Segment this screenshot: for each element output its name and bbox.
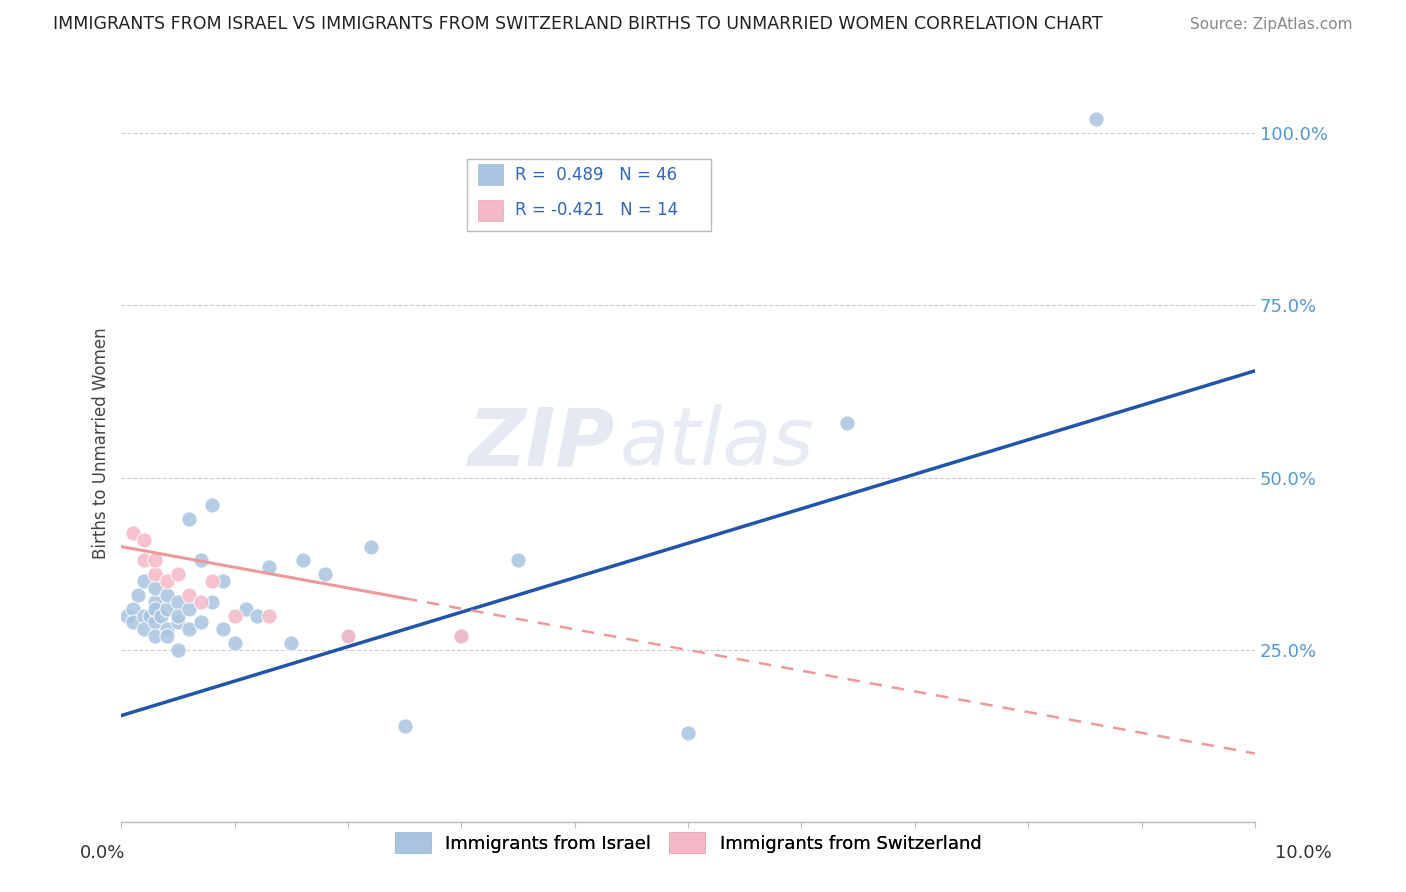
Point — [201, 574, 224, 588]
Point — [224, 608, 246, 623]
Point — [115, 608, 138, 623]
Point — [167, 643, 190, 657]
Point — [132, 553, 155, 567]
Point — [156, 601, 179, 615]
Point — [121, 615, 143, 630]
Point — [132, 623, 155, 637]
Point — [360, 540, 382, 554]
Point — [280, 636, 302, 650]
Point — [212, 574, 235, 588]
Point — [167, 595, 190, 609]
Text: 10.0%: 10.0% — [1275, 844, 1331, 862]
Point — [127, 588, 149, 602]
Text: IMMIGRANTS FROM ISRAEL VS IMMIGRANTS FROM SWITZERLAND BIRTHS TO UNMARRIED WOMEN : IMMIGRANTS FROM ISRAEL VS IMMIGRANTS FRO… — [53, 14, 1104, 32]
Point — [291, 553, 314, 567]
Point — [190, 595, 212, 609]
Point — [246, 608, 269, 623]
Point — [139, 608, 162, 623]
Text: 0.0%: 0.0% — [80, 844, 125, 862]
Point — [156, 588, 179, 602]
Point — [450, 629, 472, 643]
Point — [121, 525, 143, 540]
Point — [145, 567, 167, 582]
Point — [145, 595, 167, 609]
Point — [257, 560, 280, 574]
Point — [201, 498, 224, 512]
Point — [132, 608, 155, 623]
Point — [394, 719, 416, 733]
Point — [337, 629, 360, 643]
Point — [179, 512, 201, 526]
Point — [167, 615, 190, 630]
Point — [121, 601, 143, 615]
FancyBboxPatch shape — [467, 159, 711, 231]
Point — [190, 615, 212, 630]
Point — [150, 608, 173, 623]
Legend: Immigrants from Israel, Immigrants from Switzerland: Immigrants from Israel, Immigrants from … — [388, 825, 988, 861]
Point — [145, 581, 167, 595]
FancyBboxPatch shape — [478, 200, 503, 221]
Point — [224, 636, 246, 650]
Point — [145, 615, 167, 630]
Text: ZIP: ZIP — [467, 404, 614, 483]
Point — [167, 567, 190, 582]
Point — [257, 608, 280, 623]
Point — [450, 629, 472, 643]
Point — [132, 533, 155, 547]
Point — [145, 553, 167, 567]
Text: Source: ZipAtlas.com: Source: ZipAtlas.com — [1189, 17, 1353, 31]
Text: atlas: atlas — [620, 404, 815, 483]
Point — [190, 553, 212, 567]
Point — [508, 553, 530, 567]
Point — [156, 629, 179, 643]
Point — [179, 623, 201, 637]
Point — [132, 574, 155, 588]
FancyBboxPatch shape — [478, 164, 503, 186]
Y-axis label: Births to Unmarried Women: Births to Unmarried Women — [93, 327, 110, 559]
Point — [314, 567, 336, 582]
Point — [179, 588, 201, 602]
Point — [145, 601, 167, 615]
Point — [676, 725, 699, 739]
Point — [235, 601, 257, 615]
Point — [835, 416, 858, 430]
Point — [337, 629, 360, 643]
Point — [212, 623, 235, 637]
Point — [179, 601, 201, 615]
Point — [1085, 112, 1108, 127]
Point — [167, 608, 190, 623]
Text: R =  0.489   N = 46: R = 0.489 N = 46 — [515, 166, 676, 184]
Text: R = -0.421   N = 14: R = -0.421 N = 14 — [515, 202, 678, 219]
Point — [156, 623, 179, 637]
Point — [156, 574, 179, 588]
Point — [201, 595, 224, 609]
Point — [145, 629, 167, 643]
